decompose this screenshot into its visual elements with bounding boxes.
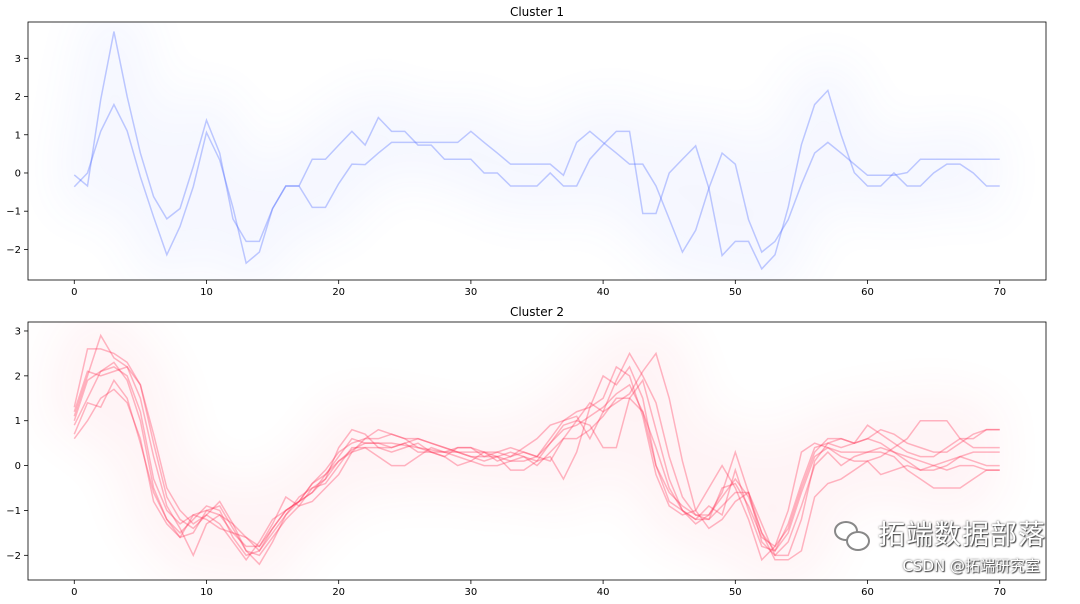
x-tick-label: 50 [729,587,742,598]
x-tick-label: 20 [332,587,345,598]
x-tick-label: 30 [465,587,478,598]
series-line-3 [73,378,1000,566]
x-tick-label: 40 [597,587,610,598]
series-line-1 [73,366,1000,553]
y-tick-label: −1 [6,506,21,517]
y-tick-label: −2 [6,551,21,562]
y-tick-label: 1 [15,416,21,427]
x-tick-label: 60 [861,287,874,298]
series-line-6 [73,351,1000,562]
watermark-credit: CSDN @拓端研究室 [902,557,1040,575]
wechat-icon [834,521,870,551]
x-tick-label: 60 [861,587,874,598]
axes-frame [27,21,1047,281]
chart-title: Cluster 2 [510,305,564,319]
x-tick-label: 20 [332,287,345,298]
y-tick-label: 0 [15,168,21,179]
x-tick-label: 50 [729,287,742,298]
x-tick-label: 10 [200,287,213,298]
x-tick-label: 70 [993,587,1006,598]
watermark-brand-text: 拓端数据部落 [878,520,1046,551]
haze-band [50,359,1017,580]
axes-frame [27,321,1047,581]
y-tick-label: −2 [6,245,21,256]
series-line-5 [73,361,1000,562]
y-tick-label: 2 [15,371,21,382]
watermark-brand: 拓端数据部落 [834,520,1046,552]
x-tick-label: 10 [200,587,213,598]
chart-2: Cluster 2 0 10 20 30 40 50 60 70 −2 −1 0 1 2 3 [6,305,1047,598]
y-tick-label: 2 [15,92,21,103]
x-tick-label: 0 [71,287,77,298]
x-tick-label: 0 [71,587,77,598]
chart-title: Cluster 1 [510,5,564,19]
y-tick-label: 3 [15,54,21,65]
series-line-1 [73,31,1000,271]
background-haze [52,22,1017,280]
y-tick-label: 0 [15,461,21,472]
y-tick-label: 3 [15,326,21,337]
x-tick-label: 70 [993,287,1006,298]
y-tick-label: 1 [15,130,21,141]
x-tick-label: 30 [465,287,478,298]
x-tick-label: 40 [597,287,610,298]
series-line-2 [73,102,1000,265]
y-tick-label: −1 [6,207,21,218]
chart-1: Cluster 1 0 10 20 30 40 50 60 70 −2 −1 0 1 2 3 [6,5,1047,298]
series-line-2 [73,348,1000,557]
haze-band [52,74,1017,280]
series-line-4 [73,333,1000,558]
background-haze [45,322,1017,580]
series-line-7 [73,388,1000,553]
